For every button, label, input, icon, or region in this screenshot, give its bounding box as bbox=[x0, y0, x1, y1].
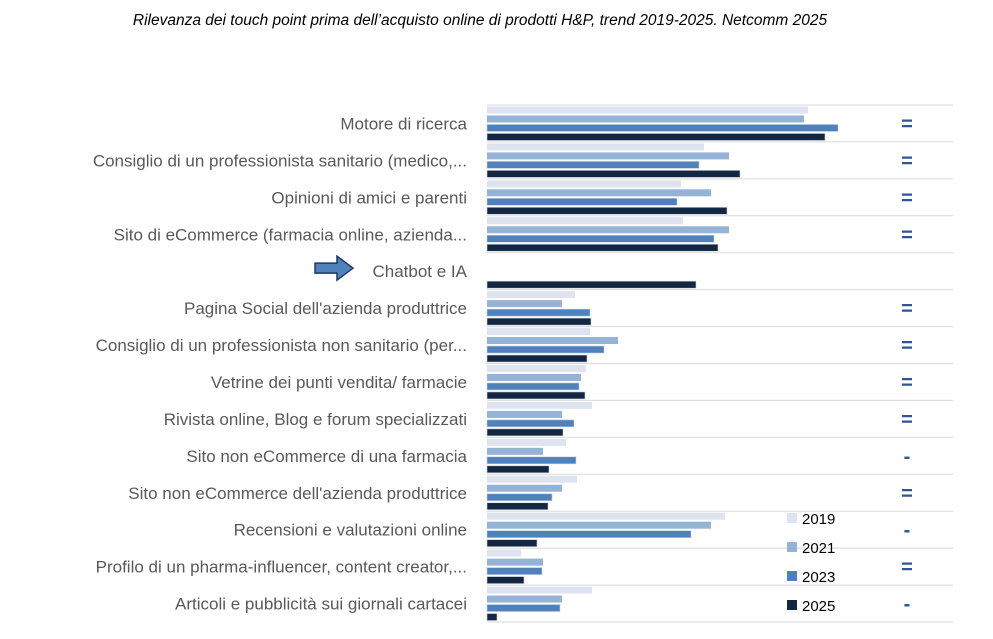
category-label: Rivista online, Blog e forum specializza… bbox=[164, 410, 467, 429]
bar-2023 bbox=[486, 456, 577, 465]
bar-2023 bbox=[486, 419, 575, 428]
trend-marker: = bbox=[901, 150, 913, 172]
bar-2023 bbox=[486, 198, 678, 206]
bar-2025 bbox=[486, 391, 586, 400]
category-label: Sito di eCommerce (farmacia online, azie… bbox=[114, 225, 467, 244]
bar-2019 bbox=[487, 364, 586, 372]
bar-2023 bbox=[486, 382, 580, 391]
category-label: Articoli e pubblicità sui giornali carta… bbox=[175, 595, 467, 614]
legend-label-2021: 2021 bbox=[802, 540, 835, 557]
bar-2021 bbox=[487, 558, 543, 566]
bar-2025 bbox=[486, 170, 741, 178]
bar-2021 bbox=[487, 226, 729, 234]
bar-2023 bbox=[486, 308, 591, 317]
category-label: Profilo di un pharma-influencer, content… bbox=[96, 558, 467, 577]
bar-2023 bbox=[486, 493, 553, 502]
trend-marker: = bbox=[901, 372, 913, 394]
bar-2019 bbox=[487, 291, 575, 299]
bar-2023 bbox=[486, 345, 605, 354]
bar-2025 bbox=[486, 576, 525, 584]
category-label: Opinioni di amici e parenti bbox=[271, 188, 467, 207]
legend-swatch-2023 bbox=[787, 571, 797, 581]
bar-2021 bbox=[487, 189, 711, 197]
bar-2019 bbox=[487, 586, 592, 594]
bar-2019 bbox=[487, 401, 592, 409]
category-label: Motore di ricerca bbox=[340, 114, 467, 133]
trend-marker: = bbox=[901, 483, 913, 505]
bar-2023 bbox=[486, 567, 543, 575]
category-label: Sito non eCommerce di una farmacia bbox=[186, 447, 467, 466]
bar-2023 bbox=[486, 530, 692, 538]
bar-2025 bbox=[486, 465, 550, 474]
bar-2021 bbox=[487, 300, 562, 308]
bar-2025 bbox=[486, 207, 728, 215]
bar-2021 bbox=[487, 521, 711, 529]
legend-swatch-2021 bbox=[787, 542, 797, 552]
trend-marker: = bbox=[901, 557, 913, 579]
bar-2025 bbox=[486, 317, 592, 326]
category-label: Sito non eCommerce dell'azienda produttr… bbox=[128, 484, 467, 503]
chart-title: Rilevanza dei touch point prima dell’acq… bbox=[132, 12, 828, 29]
category-label: Chatbot e IA bbox=[372, 262, 467, 281]
bar-2021 bbox=[487, 410, 562, 418]
bar-2021 bbox=[487, 152, 729, 160]
trend-marker: = bbox=[901, 113, 913, 135]
bar-2025 bbox=[486, 354, 588, 363]
bar-2019 bbox=[487, 328, 590, 336]
category-label: Pagina Social dell'azienda produttrice bbox=[184, 299, 467, 318]
arrow-icon bbox=[314, 254, 355, 282]
bar-2019 bbox=[487, 106, 808, 114]
legend-swatch-2025 bbox=[787, 600, 797, 610]
trend-marker: = bbox=[901, 409, 913, 431]
bar-2019 bbox=[487, 438, 566, 446]
trend-marker: - bbox=[904, 520, 911, 542]
trend-marker: = bbox=[901, 298, 913, 320]
legend-label-2025: 2025 bbox=[802, 598, 835, 615]
bar-2021 bbox=[487, 337, 618, 345]
bar-2025 bbox=[486, 133, 826, 141]
bar-2025 bbox=[486, 243, 719, 252]
bar-2023 bbox=[486, 604, 561, 612]
bar-2019 bbox=[487, 475, 577, 483]
bar-2019 bbox=[487, 143, 704, 151]
category-label: Consiglio di un professionista non sanit… bbox=[96, 336, 467, 355]
bar-2023 bbox=[486, 234, 715, 243]
trend-marker: - bbox=[904, 446, 911, 468]
bar-2021 bbox=[487, 447, 543, 455]
legend-swatch-2019 bbox=[787, 513, 797, 523]
category-label: Vetrine dei punti vendita/ farmacie bbox=[211, 373, 467, 392]
legend-label-2023: 2023 bbox=[802, 569, 835, 586]
bar-2021 bbox=[487, 115, 804, 123]
category-label: Consiglio di un professionista sanitario… bbox=[93, 151, 467, 170]
bar-2025 bbox=[486, 539, 538, 547]
bar-2025 bbox=[486, 613, 498, 621]
bar-2019 bbox=[487, 512, 725, 520]
bar-2025 bbox=[486, 428, 564, 437]
trend-marker: = bbox=[901, 187, 913, 209]
bar-2019 bbox=[487, 549, 521, 557]
legend-label-2019: 2019 bbox=[802, 511, 835, 528]
trend-marker: - bbox=[904, 594, 911, 616]
category-label: Recensioni e valutazioni online bbox=[234, 521, 467, 540]
bar-2019 bbox=[487, 217, 683, 225]
trend-marker: = bbox=[901, 335, 913, 357]
bar-2025 bbox=[486, 502, 549, 511]
bar-2023 bbox=[486, 161, 700, 169]
bar-2023 bbox=[486, 124, 839, 132]
bar-2021 bbox=[487, 595, 562, 603]
bar-2025 bbox=[486, 280, 697, 289]
bar-2021 bbox=[487, 373, 581, 381]
bar-2021 bbox=[487, 484, 562, 492]
trend-marker: = bbox=[901, 224, 913, 246]
bar-2019 bbox=[487, 180, 681, 188]
